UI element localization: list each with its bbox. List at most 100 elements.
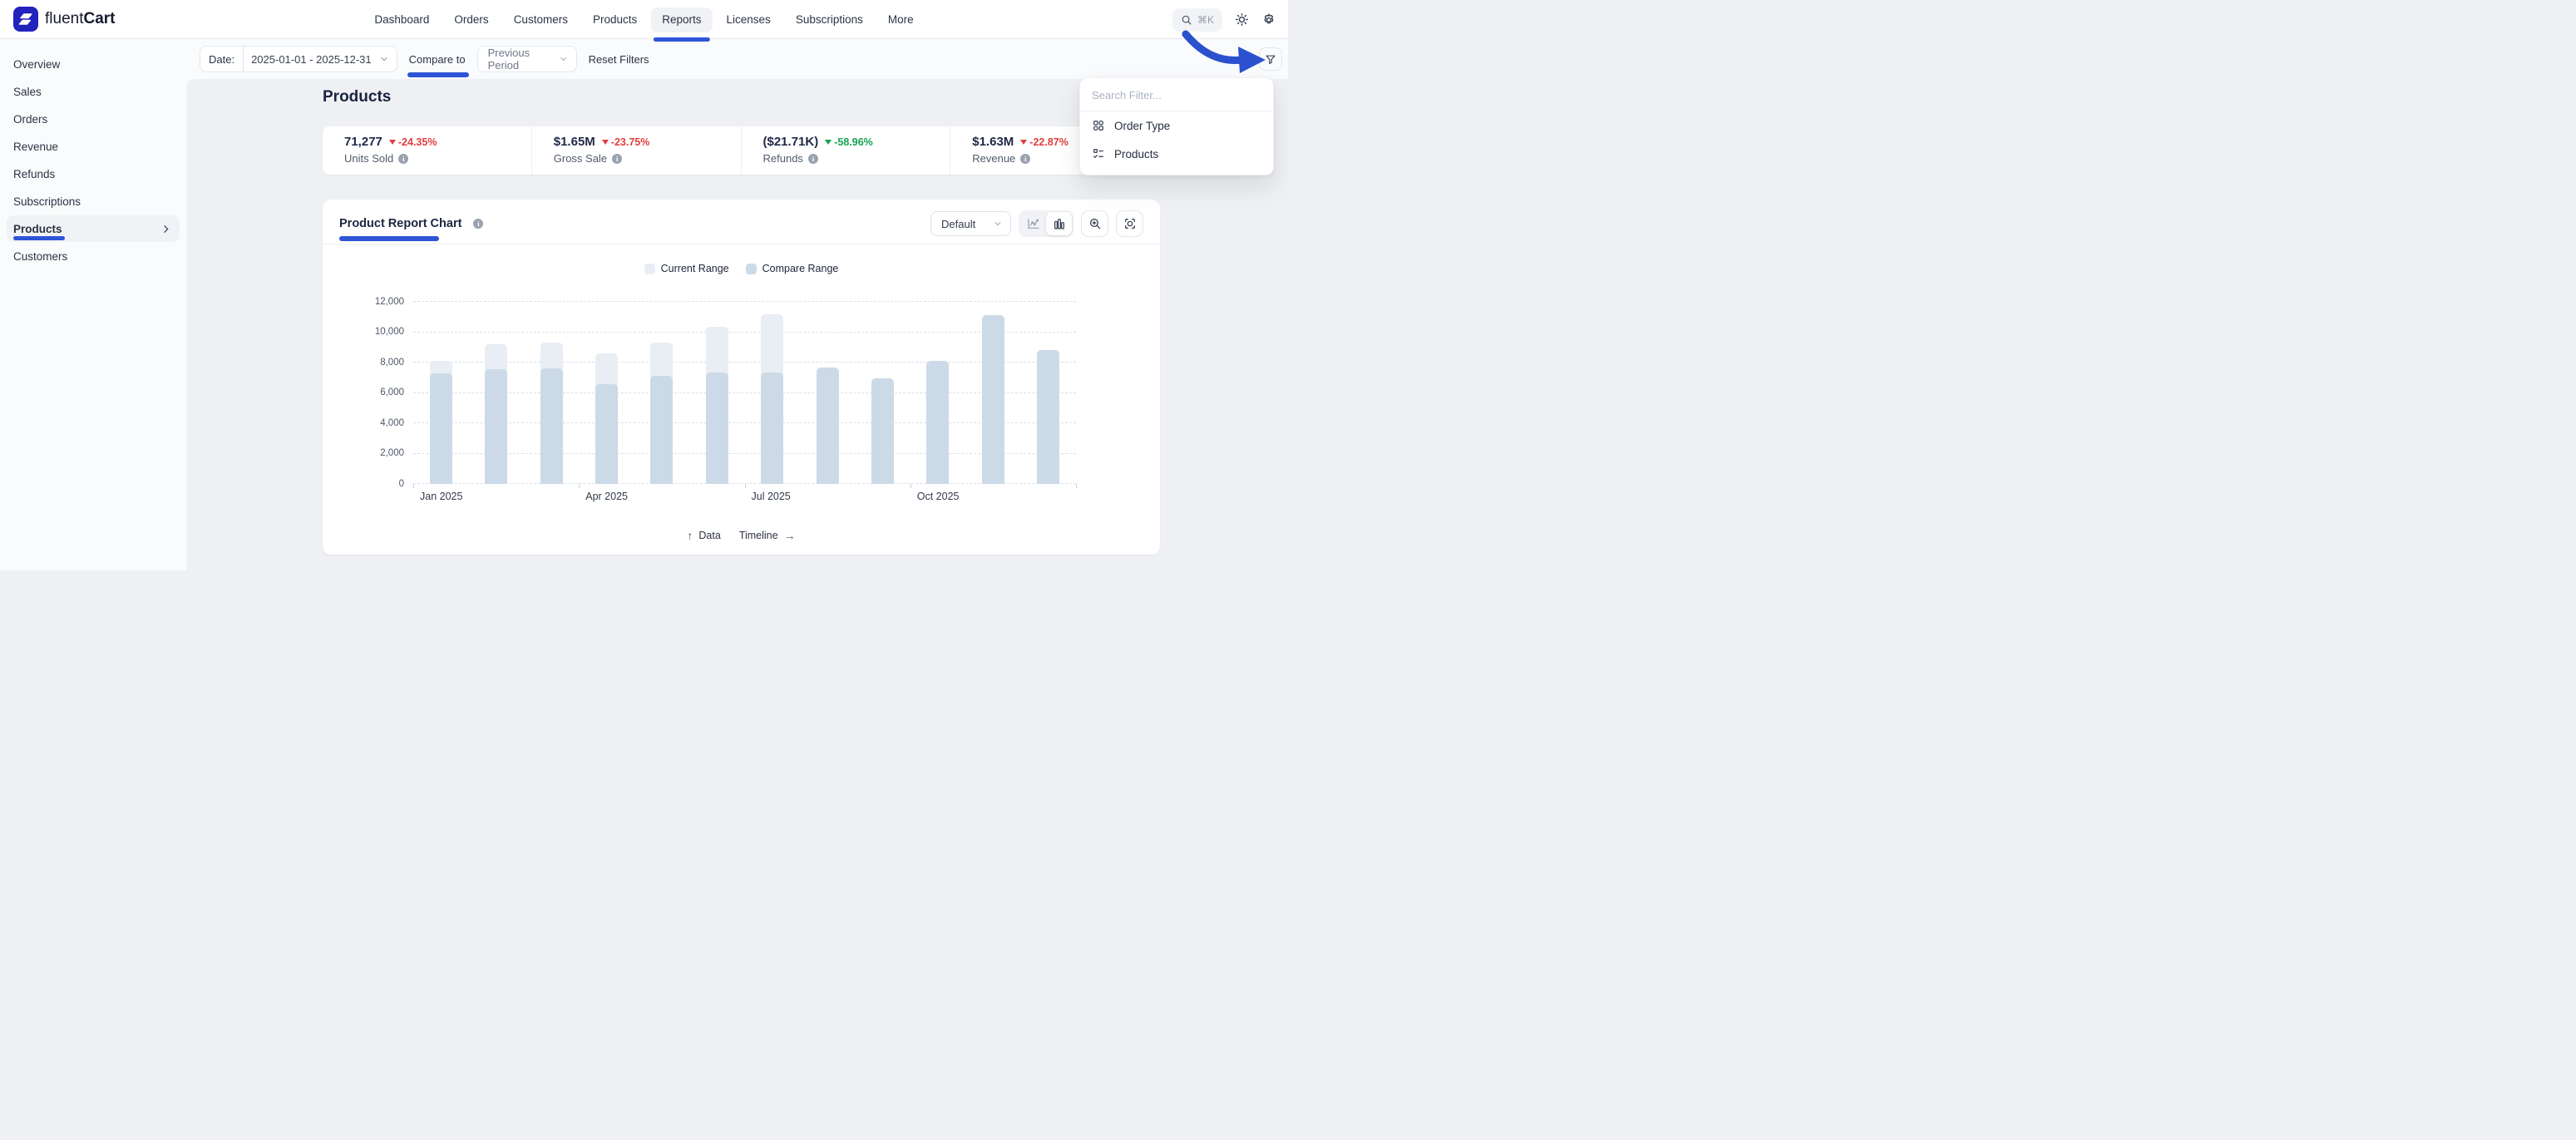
legend-item[interactable]: Compare Range [745, 263, 838, 274]
compare-range-bar-mar-2025[interactable] [540, 368, 563, 484]
stat-value: 71,277 [344, 135, 382, 149]
arrow-up-icon: ↑ [687, 529, 693, 542]
compare-range-bar-aug-2025[interactable] [816, 368, 839, 484]
info-icon[interactable]: i [1020, 153, 1031, 164]
sidebar-item-label: Refunds [13, 167, 56, 180]
theme-toggle-button[interactable] [1235, 12, 1249, 27]
x-axis-label-oct-2025: Oct 2025 [916, 491, 960, 502]
info-icon[interactable]: i [473, 219, 484, 229]
stat-delta: -58.96% [825, 136, 873, 148]
data-toggle-button[interactable]: ↑ Data [687, 529, 720, 542]
tutorial-highlight-bar [339, 236, 439, 241]
sidebar-item-label: Subscriptions [13, 195, 81, 208]
chart-footer: ↑ Data Timeline → [323, 529, 1160, 542]
sidebar-item-customers[interactable]: Customers [7, 243, 180, 269]
compare-range-bar-nov-2025[interactable] [981, 314, 1004, 484]
x-axis-label-jul-2025: Jul 2025 [751, 491, 791, 502]
stat-value: $1.63M [972, 135, 1014, 149]
legend-item[interactable]: Current Range [644, 263, 729, 274]
bar-chart-toggle-button[interactable] [1046, 212, 1072, 235]
stat-value: ($21.71K) [762, 135, 819, 149]
topnav-item-licenses[interactable]: Licenses [716, 7, 782, 32]
top-actions: ⌘K [1172, 0, 1276, 39]
y-axis-label: 0 [398, 478, 404, 489]
sidebar-item-overview[interactable]: Overview [7, 51, 180, 77]
chevron-down-icon [381, 57, 387, 62]
x-axis-tick [579, 484, 580, 488]
timeline-label: Timeline [738, 530, 778, 541]
focus-mode-button[interactable] [1116, 210, 1143, 237]
compare-range-bar-feb-2025[interactable] [485, 369, 508, 484]
stat-card: $1.65M -23.75% Gross Sale i [532, 126, 742, 175]
settings-button[interactable] [1261, 12, 1276, 27]
compare-range-bar-apr-2025[interactable] [595, 383, 618, 484]
filter-search-input[interactable] [1080, 78, 1273, 111]
sidebar-item-revenue[interactable]: Revenue [7, 133, 180, 160]
chart-view-value: Default [941, 217, 976, 230]
chart-view-select[interactable]: Default [930, 211, 1011, 236]
topnav-item-label: Customers [513, 13, 568, 26]
sidebar-item-products[interactable]: Products [7, 215, 180, 242]
topnav-item-dashboard[interactable]: Dashboard [363, 7, 440, 32]
compare-range-bar-dec-2025[interactable] [1037, 350, 1060, 484]
compare-range-bar-jan-2025[interactable] [429, 373, 452, 484]
reports-sidebar: Overview Sales Orders Revenue Refunds Su… [0, 39, 186, 570]
arrow-right-icon: → [783, 529, 796, 542]
info-icon[interactable]: i [398, 153, 409, 164]
y-axis-label: 4,000 [380, 417, 404, 428]
y-axis-label: 12,000 [374, 296, 404, 307]
sidebar-item-label: Overview [13, 57, 61, 71]
sidebar-item-refunds[interactable]: Refunds [7, 160, 180, 187]
chevron-right-icon [164, 225, 169, 233]
compare-period-select[interactable]: Previous Period [476, 46, 577, 72]
zoom-in-icon [1089, 219, 1100, 229]
bar-chart-plot: Jan 2025 Apr 2025 Jul 2025 Oct 2025 [413, 301, 1077, 502]
gridline-8000 [413, 362, 1076, 363]
sidebar-item-orders[interactable]: Orders [7, 106, 180, 132]
compare-to-label-wrap: Compare to [407, 53, 469, 77]
compare-range-bar-may-2025[interactable] [650, 376, 674, 484]
search-icon [1182, 15, 1192, 25]
line-chart-toggle-button[interactable] [1020, 212, 1046, 235]
triangle-down-icon [388, 139, 396, 145]
bar-chart-icon [1054, 219, 1064, 229]
topnav-item-subscriptions[interactable]: Subscriptions [785, 7, 874, 32]
stat-label: Revenue [972, 152, 1016, 165]
date-range-picker[interactable]: Date: 2025-01-01 - 2025-12-31 [200, 46, 397, 72]
filter-menu-item-products[interactable]: Products [1080, 140, 1273, 168]
compare-range-bar-oct-2025[interactable] [926, 361, 950, 484]
triangle-down-icon [601, 139, 609, 145]
topnav-item-orders[interactable]: Orders [443, 7, 499, 32]
stat-delta: -22.87% [1020, 136, 1068, 148]
info-icon[interactable]: i [612, 153, 623, 164]
topnav-item-customers[interactable]: Customers [503, 7, 579, 32]
product-report-chart-card: Product Report Chart i Default [323, 200, 1160, 555]
global-search-button[interactable]: ⌘K [1172, 7, 1222, 32]
filter-menu-item-order-type[interactable]: Order Type [1080, 111, 1273, 140]
logo-glyph [18, 13, 32, 25]
compare-range-bar-jul-2025[interactable] [761, 372, 784, 484]
x-axis-tick [413, 484, 414, 488]
reset-filters-button[interactable]: Reset Filters [588, 52, 649, 66]
timeline-button[interactable]: Timeline → [739, 529, 796, 542]
gridline-0 [413, 483, 1076, 484]
sidebar-item-sales[interactable]: Sales [7, 78, 180, 105]
topnav-item-more[interactable]: More [877, 7, 925, 32]
stat-card: ($21.71K) -58.96% Refunds i [742, 126, 951, 175]
grid-icon [1092, 119, 1105, 132]
gridline-10000 [413, 331, 1076, 333]
top-bar: fluentCart Dashboard Orders Customers Pr… [0, 0, 1288, 42]
zoom-in-button[interactable] [1081, 210, 1108, 237]
x-axis-label-jan-2025: Jan 2025 [420, 491, 463, 502]
topnav-item-products[interactable]: Products [582, 7, 648, 32]
topnav-item-reports[interactable]: Reports [651, 7, 713, 42]
brand-name: fluentCart [45, 10, 116, 27]
x-axis-label-apr-2025: Apr 2025 [585, 491, 628, 502]
info-icon[interactable]: i [807, 153, 818, 164]
compare-range-bar-jun-2025[interactable] [705, 372, 728, 484]
brand-logo[interactable]: fluentCart [13, 7, 116, 32]
line-chart-icon [1027, 219, 1039, 229]
compare-range-bar-sep-2025[interactable] [871, 378, 895, 484]
sidebar-item-subscriptions[interactable]: Subscriptions [7, 188, 180, 215]
filter-button[interactable] [1259, 47, 1282, 71]
